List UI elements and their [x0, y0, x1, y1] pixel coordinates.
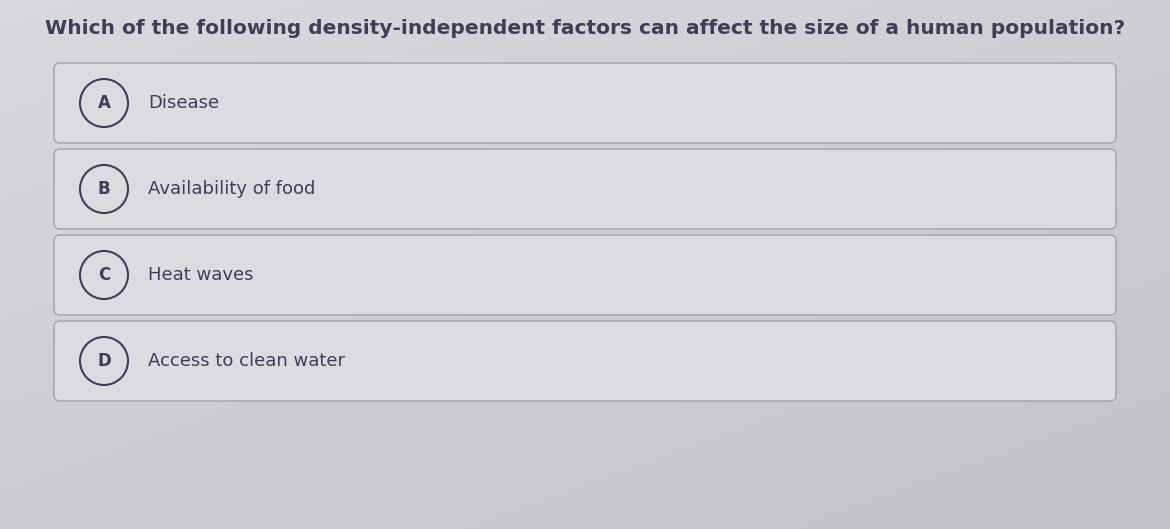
FancyBboxPatch shape — [54, 149, 1116, 229]
Circle shape — [80, 165, 128, 213]
FancyBboxPatch shape — [54, 235, 1116, 315]
Circle shape — [80, 251, 128, 299]
Text: C: C — [98, 266, 110, 284]
Text: Heat waves: Heat waves — [147, 266, 254, 284]
Circle shape — [80, 79, 128, 127]
FancyBboxPatch shape — [54, 321, 1116, 401]
Text: B: B — [97, 180, 110, 198]
Text: A: A — [97, 94, 110, 112]
Text: Access to clean water: Access to clean water — [147, 352, 345, 370]
Text: Which of the following density-independent factors can affect the size of a huma: Which of the following density-independe… — [44, 19, 1126, 38]
Circle shape — [80, 337, 128, 385]
Text: Availability of food: Availability of food — [147, 180, 316, 198]
FancyBboxPatch shape — [54, 63, 1116, 143]
Text: Disease: Disease — [147, 94, 219, 112]
Text: D: D — [97, 352, 111, 370]
